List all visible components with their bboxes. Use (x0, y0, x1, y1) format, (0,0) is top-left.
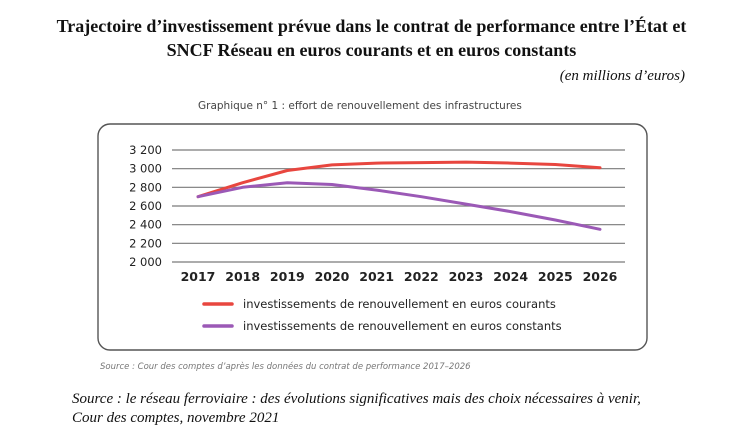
y-tick-label: 2 400 (129, 218, 162, 232)
footer-line-1: Source : le réseau ferroviaire : des évo… (72, 391, 641, 407)
y-axis-ticks: 2 000 2 200 2 400 2 600 2 800 3 000 3 200 (129, 143, 162, 269)
x-tick-label: 2023 (449, 269, 484, 284)
grid-lines (172, 149, 625, 263)
x-tick-label: 2018 (225, 269, 260, 284)
series-lines (196, 160, 602, 231)
series-line-1 (196, 160, 602, 199)
chart-frame (97, 123, 648, 351)
x-tick-label: 2021 (359, 269, 394, 284)
x-tick-label: 2024 (493, 269, 528, 284)
legend-label-1: investissements de renouvellement en eur… (243, 297, 556, 311)
main-title: Trajectoire d’investissement prévue dans… (0, 14, 743, 62)
footer-line-2: Cour des comptes, novembre 2021 (72, 410, 280, 426)
x-tick-label: 2026 (583, 269, 618, 284)
legend: investissements de renouvellement en eur… (202, 297, 562, 333)
y-tick-label: 3 000 (129, 162, 162, 176)
x-tick-label: 2019 (270, 269, 305, 284)
y-tick-label: 2 000 (129, 255, 162, 269)
footer-source: Source : le réseau ferroviaire : des évo… (72, 390, 692, 428)
y-tick-label: 3 200 (129, 143, 162, 157)
unit-note: (en millions d’euros) (559, 68, 685, 84)
legend-label-2: investissements de renouvellement en eur… (243, 319, 562, 333)
x-tick-label: 2017 (181, 269, 216, 284)
x-tick-label: 2025 (538, 269, 573, 284)
series-line-2 (196, 181, 602, 231)
x-tick-label: 2022 (404, 269, 439, 284)
main-title-line-2: SNCF Réseau en euros courants et en euro… (166, 40, 577, 60)
y-tick-label: 2 800 (129, 180, 162, 194)
main-title-line-1: Trajectoire d’investissement prévue dans… (56, 16, 687, 36)
y-tick-label: 2 200 (129, 236, 162, 250)
x-tick-label: 2020 (315, 269, 350, 284)
chart-title: Graphique n° 1 : effort de renouvellemen… (198, 100, 522, 112)
y-tick-label: 2 600 (129, 199, 162, 213)
chart-source-note: Source : Cour des comptes d’après les do… (100, 362, 471, 372)
x-axis-ticks: 2017 2018 2019 2020 2021 2022 2023 2024 2025 2026 (181, 269, 618, 284)
